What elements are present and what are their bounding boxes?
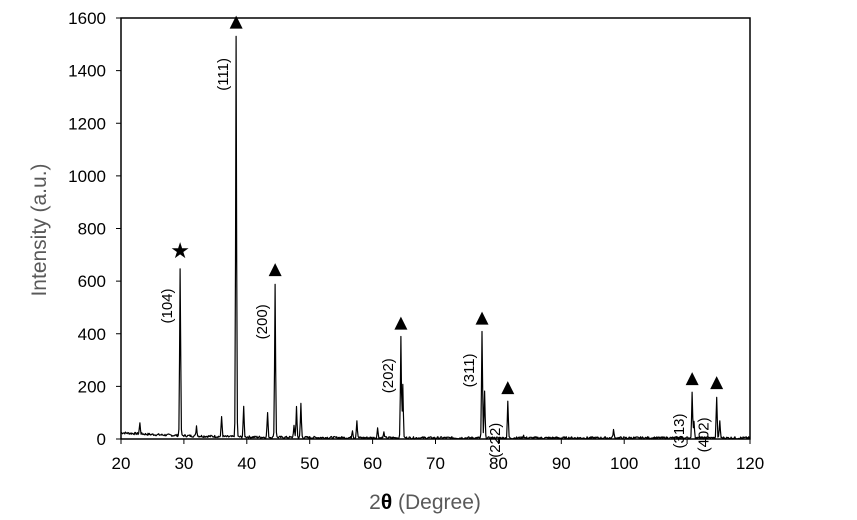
peak-label: (202) (380, 358, 397, 393)
y-tick-label: 1400 (68, 62, 106, 81)
y-tick-label: 0 (97, 430, 106, 449)
y-axis-title: Intensity (a.u.) (28, 163, 51, 296)
x-tick-label: 50 (300, 454, 319, 473)
peak-label: (104) (159, 288, 176, 323)
x-axis-ticks: 20 30 40 50 60 70 80 90 100 110 120 (112, 439, 764, 473)
y-tick-label: 200 (78, 377, 106, 396)
triangle-marker-icon: ▲ (230, 11, 244, 31)
triangle-marker-icon: ▲ (394, 313, 408, 333)
triangle-marker-icon: ▲ (269, 259, 283, 279)
y-tick-label: 1600 (68, 9, 106, 28)
y-tick-label: 1200 (68, 114, 106, 133)
x-tick-label: 40 (237, 454, 256, 473)
y-tick-label: 1000 (68, 167, 106, 186)
triangle-marker-icon: ▲ (501, 377, 515, 397)
spectrum-line (120, 35, 751, 440)
triangle-marker-icon: ▲ (686, 368, 700, 388)
x-tick-label: 90 (552, 454, 571, 473)
peak-label: (222) (487, 423, 504, 458)
plot-area (120, 17, 751, 440)
x-tick-label: 80 (489, 454, 508, 473)
triangle-marker-icon: ▲ (710, 372, 724, 392)
x-tick-label: 20 (112, 454, 131, 473)
star-marker-icon: ★ (170, 239, 190, 264)
peak-annotations: (104) ★ (111) ▲ (200) ▲ (202) ▲ (311) ▲ (222) ▲ (313… (159, 11, 724, 457)
peak-label: (313) (671, 413, 688, 448)
x-tick-label: 100 (610, 454, 638, 473)
y-axis-ticks: 0 200 400 600 800 1000 1200 1400 1600 (68, 9, 121, 449)
peak-label: (402) (696, 417, 713, 452)
x-tick-label: 30 (174, 454, 193, 473)
peak-label: (111) (215, 58, 232, 91)
x-axis-title: 2θ (Degree) (369, 491, 481, 514)
x-tick-label: 60 (363, 454, 382, 473)
x-tick-label: 110 (674, 454, 701, 473)
triangle-marker-icon: ▲ (476, 307, 490, 327)
x-tick-label: 70 (426, 454, 445, 473)
y-tick-label: 600 (78, 272, 106, 291)
y-tick-label: 400 (78, 325, 106, 344)
peak-label: (200) (254, 304, 271, 339)
x-tick-label: 120 (736, 454, 764, 473)
peak-label: (311) (461, 353, 478, 387)
y-tick-label: 800 (78, 220, 106, 239)
